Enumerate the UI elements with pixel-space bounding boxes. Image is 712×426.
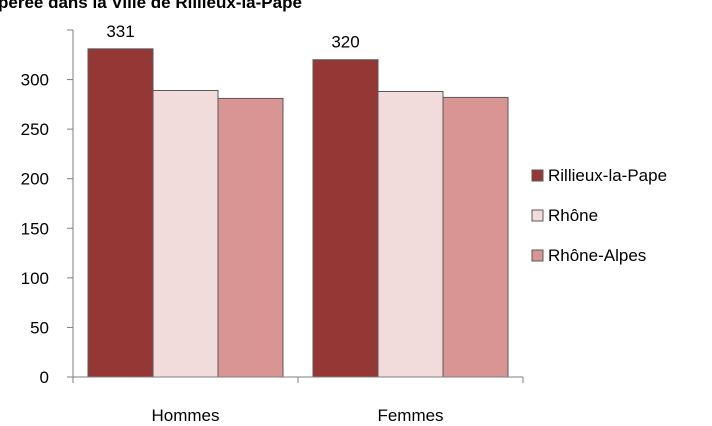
legend-swatch — [531, 209, 544, 222]
legend-swatch — [531, 249, 544, 262]
bar-1-1 — [377, 90, 444, 378]
legend-label: Rhône-Alpes — [548, 246, 646, 265]
x-tick-label: Hommes — [151, 406, 219, 425]
legend-label: Rhône — [548, 206, 598, 225]
y-tick-label: 300 — [21, 71, 49, 90]
y-tick-label: 100 — [21, 269, 49, 288]
bar-0-1 — [312, 59, 379, 378]
data-label: 331 — [106, 22, 134, 41]
y-tick-label: 0 — [40, 368, 49, 387]
y-tick-label: 200 — [21, 170, 49, 189]
legend: Rillieux-la-Pape Rhône Rhône-Alpes — [531, 166, 667, 265]
labels-group: 331 320 — [106, 22, 359, 52]
bar-2-1 — [442, 96, 509, 378]
y-tick-label: 50 — [30, 318, 49, 337]
y-tick-label: 150 — [21, 219, 49, 238]
legend-swatch — [531, 169, 544, 182]
chart-title: pérée dans la Ville de Rillieux-la-Pape — [0, 0, 302, 12]
bar-1-0 — [152, 89, 219, 378]
y-tick-label: 250 — [21, 120, 49, 139]
bar-2-0 — [217, 97, 284, 378]
x-tick-label: Femmes — [377, 406, 443, 425]
axes-group: 0 50 100 150 200 250 300 Hommes Femmes — [21, 29, 524, 425]
bar-0-0 — [87, 48, 154, 378]
legend-label: Rillieux-la-Pape — [548, 166, 667, 185]
bars-group — [87, 48, 509, 378]
data-label: 320 — [331, 33, 359, 52]
